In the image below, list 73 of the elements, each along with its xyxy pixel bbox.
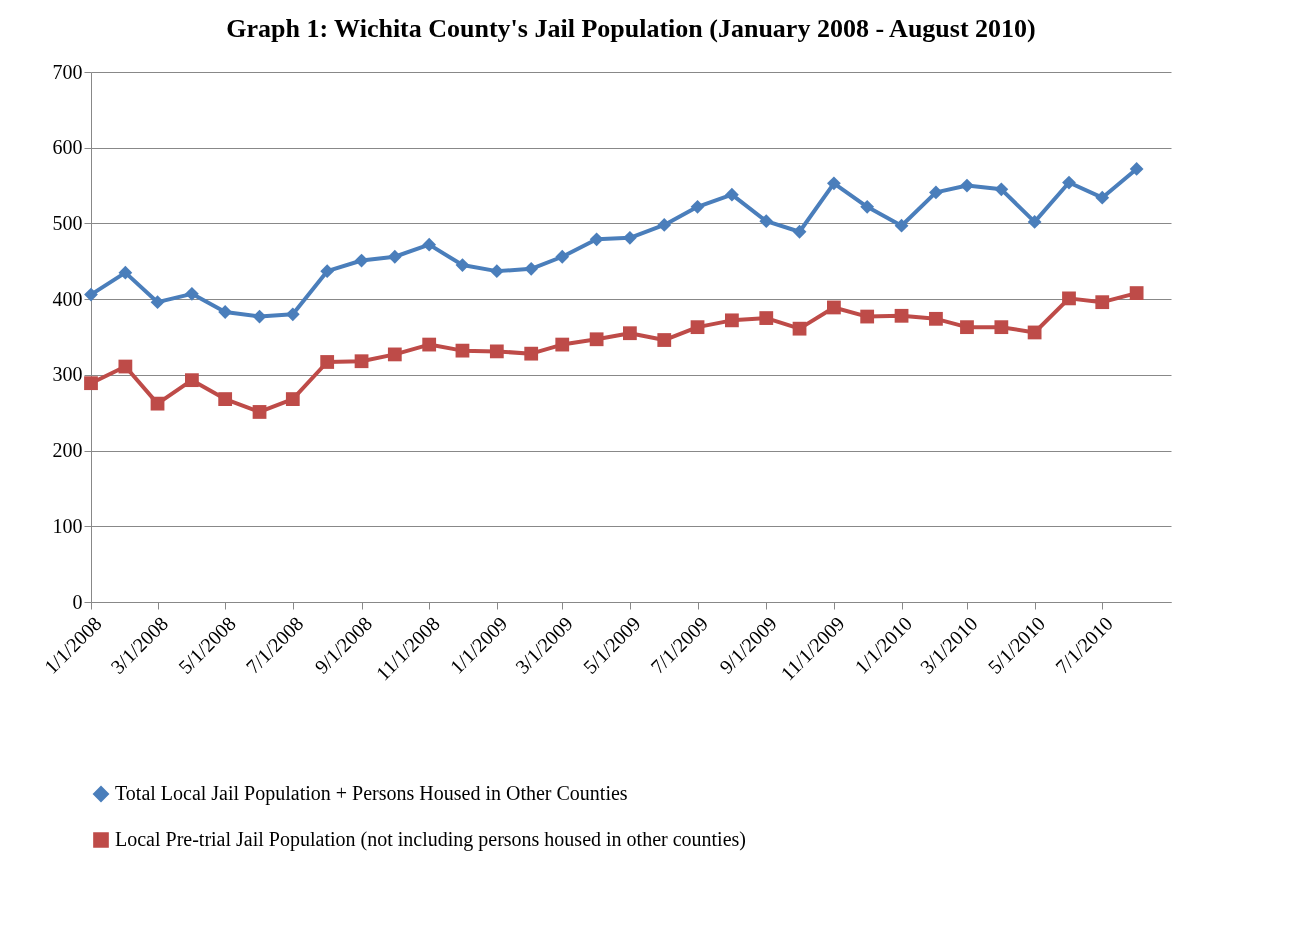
point bbox=[1027, 215, 1042, 229]
point bbox=[118, 359, 133, 374]
point bbox=[759, 214, 774, 229]
point bbox=[589, 332, 604, 347]
point bbox=[150, 295, 165, 310]
y-tick-label: 700 bbox=[52, 60, 83, 83]
point bbox=[960, 320, 974, 335]
point bbox=[455, 343, 470, 358]
point bbox=[759, 311, 774, 325]
point bbox=[185, 286, 199, 301]
point bbox=[489, 264, 504, 279]
point bbox=[1129, 162, 1144, 176]
point bbox=[150, 396, 165, 411]
point bbox=[994, 320, 1009, 335]
y-tick-label: 200 bbox=[52, 439, 83, 462]
point bbox=[589, 232, 604, 247]
point bbox=[387, 347, 402, 362]
legend-label: Local Pre-trial Jail Population (not including persons housed in other counties) bbox=[115, 828, 746, 851]
point bbox=[285, 392, 300, 406]
point bbox=[1095, 190, 1110, 205]
point bbox=[657, 333, 672, 347]
point bbox=[827, 300, 841, 315]
y-tick-label: 100 bbox=[52, 514, 83, 537]
point bbox=[84, 376, 98, 391]
y-tick-label: 300 bbox=[52, 363, 83, 386]
point bbox=[1095, 295, 1110, 310]
point bbox=[690, 199, 705, 214]
point bbox=[285, 307, 300, 322]
point bbox=[422, 337, 437, 352]
point bbox=[1062, 291, 1076, 306]
point bbox=[320, 355, 335, 369]
point bbox=[960, 178, 974, 193]
point bbox=[1129, 286, 1144, 300]
point bbox=[623, 230, 637, 245]
point bbox=[118, 265, 133, 280]
y-tick-label: 400 bbox=[52, 287, 83, 310]
point bbox=[827, 176, 841, 191]
point bbox=[623, 326, 637, 341]
point bbox=[657, 218, 672, 232]
point bbox=[792, 224, 807, 239]
chart-title: Graph 1: Wichita County's Jail Population (January 2008 - August 2010) bbox=[226, 14, 1036, 43]
y-tick-label: 600 bbox=[52, 136, 83, 159]
point bbox=[894, 308, 909, 323]
y-tick-label: 500 bbox=[52, 211, 83, 234]
point bbox=[792, 321, 807, 336]
point bbox=[489, 344, 504, 359]
point bbox=[725, 187, 739, 202]
point bbox=[894, 218, 909, 233]
y-tick-label: 0 bbox=[72, 590, 83, 613]
point bbox=[929, 311, 943, 326]
point bbox=[690, 320, 705, 335]
point bbox=[455, 258, 470, 272]
point bbox=[84, 287, 98, 302]
point bbox=[860, 199, 875, 214]
point bbox=[1027, 325, 1042, 340]
point bbox=[555, 249, 570, 264]
point bbox=[994, 182, 1009, 197]
point bbox=[524, 346, 539, 361]
point bbox=[354, 354, 369, 369]
point bbox=[422, 237, 437, 252]
point bbox=[1062, 175, 1076, 190]
point bbox=[252, 405, 267, 419]
point bbox=[929, 185, 943, 200]
point bbox=[860, 309, 875, 324]
point bbox=[218, 305, 233, 319]
point bbox=[218, 392, 233, 406]
point bbox=[555, 337, 570, 352]
point bbox=[524, 261, 539, 276]
point bbox=[725, 313, 739, 328]
point bbox=[387, 249, 402, 264]
point bbox=[185, 373, 199, 388]
point bbox=[320, 264, 335, 279]
legend-label: Total Local Jail Population + Persons Housed in Other Counties bbox=[115, 782, 628, 805]
